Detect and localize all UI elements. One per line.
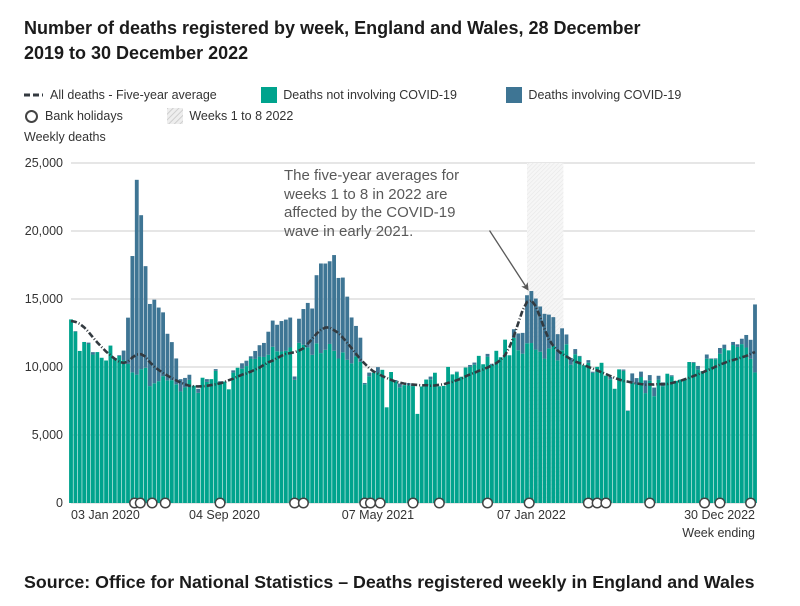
svg-text:30 Dec 2022: 30 Dec 2022 xyxy=(684,508,755,522)
svg-text:07 May 2021: 07 May 2021 xyxy=(342,508,414,522)
svg-text:0: 0 xyxy=(56,496,63,510)
svg-text:Week ending: Week ending xyxy=(682,526,755,540)
svg-text:10,000: 10,000 xyxy=(25,360,63,374)
svg-text:15,000: 15,000 xyxy=(25,292,63,306)
svg-text:03 Jan 2020: 03 Jan 2020 xyxy=(71,508,140,522)
svg-text:07 Jan 2022: 07 Jan 2022 xyxy=(497,508,566,522)
svg-text:25,000: 25,000 xyxy=(25,156,63,170)
svg-text:20,000: 20,000 xyxy=(25,224,63,238)
svg-text:04 Sep 2020: 04 Sep 2020 xyxy=(189,508,260,522)
svg-text:5,000: 5,000 xyxy=(32,428,63,442)
